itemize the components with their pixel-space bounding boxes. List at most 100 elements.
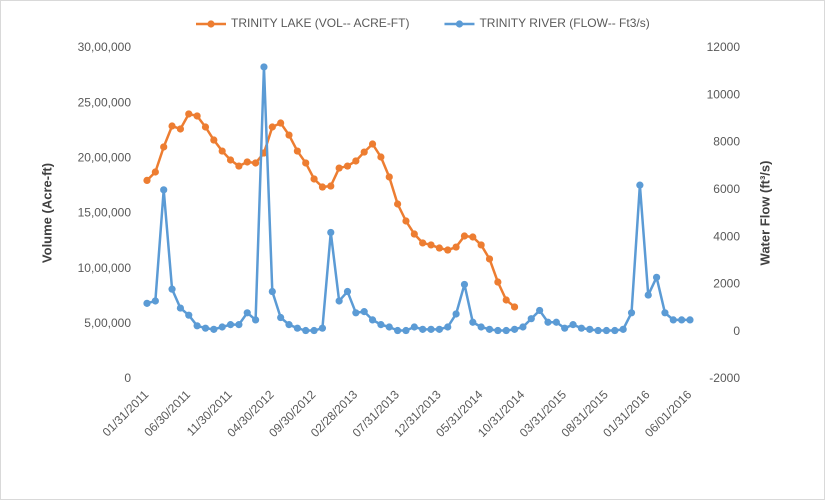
data-point	[252, 159, 260, 167]
data-point	[260, 63, 268, 71]
data-point	[160, 186, 168, 194]
data-point	[419, 239, 427, 247]
data-point	[435, 244, 443, 252]
y2-axis-title: Water Flow (ft³/s)	[757, 161, 772, 266]
data-point	[151, 168, 159, 176]
y-axis-title: Volume (Acre-ft)	[39, 163, 54, 263]
data-point	[243, 158, 251, 166]
data-point	[318, 183, 327, 191]
data-point	[410, 323, 418, 331]
data-point	[594, 326, 602, 335]
data-point	[477, 323, 485, 331]
y2-tick-label: 2000	[713, 277, 740, 291]
data-point	[176, 125, 185, 133]
data-point	[477, 241, 485, 249]
data-point	[352, 157, 360, 165]
data-point	[268, 123, 276, 131]
data-point	[193, 322, 201, 330]
y2-tick-label: 4000	[713, 229, 740, 243]
data-point	[201, 123, 210, 131]
data-point	[402, 326, 410, 335]
y-tick-label: 15,00,000	[78, 206, 132, 220]
data-point	[277, 119, 285, 127]
y-tick-label: 20,00,000	[78, 151, 132, 165]
y-tick-label: 10,00,000	[78, 261, 132, 275]
data-point	[201, 324, 210, 332]
data-point	[536, 306, 544, 315]
data-point	[168, 285, 176, 293]
data-point	[636, 181, 644, 189]
data-point	[519, 323, 527, 331]
data-point	[143, 299, 151, 307]
data-point	[377, 321, 385, 329]
y2-tick-label: -2000	[709, 371, 740, 385]
data-point	[444, 323, 452, 331]
data-point	[243, 309, 251, 317]
y2-tick-label: 6000	[713, 182, 740, 196]
data-point	[485, 325, 494, 333]
data-point	[302, 159, 310, 167]
data-point	[644, 291, 652, 299]
data-point	[185, 311, 193, 319]
data-point	[176, 304, 185, 312]
data-point	[577, 324, 586, 332]
data-point	[235, 321, 243, 329]
data-point	[293, 147, 301, 155]
data-point	[460, 232, 469, 240]
data-point	[469, 318, 477, 326]
data-point	[452, 310, 460, 318]
data-point	[268, 287, 276, 296]
data-point	[410, 230, 418, 238]
data-point	[252, 316, 260, 324]
data-point	[335, 164, 343, 172]
data-point	[444, 246, 452, 254]
data-point	[502, 296, 510, 304]
data-point	[485, 255, 494, 263]
data-point	[318, 324, 327, 332]
data-point	[510, 303, 519, 311]
data-point	[510, 325, 519, 333]
data-point	[494, 278, 502, 286]
data-point	[235, 162, 243, 170]
data-point	[168, 122, 176, 130]
data-point	[544, 318, 552, 326]
data-point	[226, 156, 235, 164]
legend-label: TRINITY RIVER (FLOW-- Ft3/s)	[479, 16, 649, 30]
data-point	[552, 318, 560, 326]
data-point	[602, 326, 611, 335]
data-point	[368, 316, 377, 324]
data-point	[293, 324, 301, 332]
data-point	[185, 110, 193, 118]
data-point	[368, 140, 377, 148]
y-tick-label: 0	[124, 371, 131, 385]
data-point	[377, 153, 385, 161]
y2-tick-label: 8000	[713, 135, 740, 149]
data-point	[469, 233, 477, 241]
data-point	[569, 321, 577, 329]
data-point	[218, 147, 226, 155]
data-point	[193, 112, 201, 120]
legend-marker	[207, 20, 215, 28]
data-point	[327, 228, 335, 237]
data-point	[343, 287, 352, 296]
y-tick-label: 30,00,000	[78, 40, 132, 54]
data-point	[427, 241, 435, 249]
data-point	[452, 243, 460, 251]
data-point	[302, 326, 310, 335]
data-point	[343, 162, 352, 170]
data-point	[360, 308, 368, 316]
data-point	[561, 324, 569, 332]
legend-marker	[455, 20, 464, 28]
data-point	[385, 323, 393, 331]
data-point	[210, 136, 218, 144]
legend-label: TRINITY LAKE (VOL-- ACRE-FT)	[231, 16, 409, 30]
data-point	[527, 315, 535, 323]
data-point	[494, 326, 502, 335]
y2-tick-label: 10000	[707, 87, 741, 101]
data-point	[143, 176, 151, 184]
data-point	[661, 309, 669, 317]
data-point	[586, 325, 594, 333]
data-point	[402, 217, 410, 225]
